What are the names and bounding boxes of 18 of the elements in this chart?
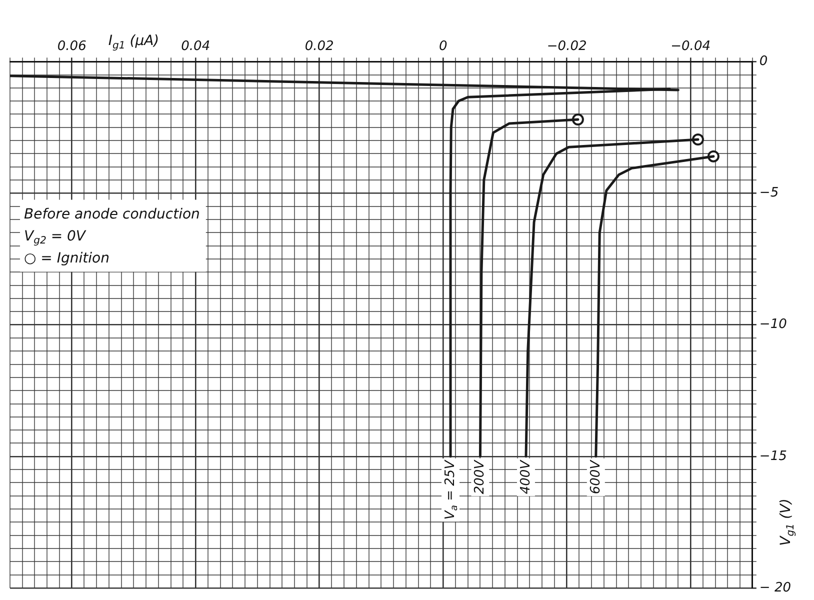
annotation: Before anode conduction <box>24 206 200 222</box>
y-tick-label: −5 <box>759 186 779 201</box>
x-tick-label: 0 <box>438 39 448 54</box>
y-tick-label: −15 <box>759 448 787 464</box>
annotation: ○ = Ignition <box>24 250 110 266</box>
text: 200V <box>472 459 488 494</box>
y-tick-label: 0 <box>759 54 768 69</box>
y-tick-label: − 20 <box>759 580 792 596</box>
text: Va = 25V <box>442 459 460 520</box>
x-tick-label: −0.04 <box>670 39 710 54</box>
y-tick-label: −10 <box>759 317 787 332</box>
x-tick-label: 0.06 <box>57 39 86 54</box>
text: 400V <box>518 459 534 494</box>
x-tick-label: −0.02 <box>546 39 587 54</box>
x-tick-label: 0.02 <box>304 39 334 54</box>
text: 600V <box>588 459 604 494</box>
x-tick-label: 0.04 <box>181 39 210 54</box>
y-axis-title: Vg1 (V) <box>778 498 796 546</box>
